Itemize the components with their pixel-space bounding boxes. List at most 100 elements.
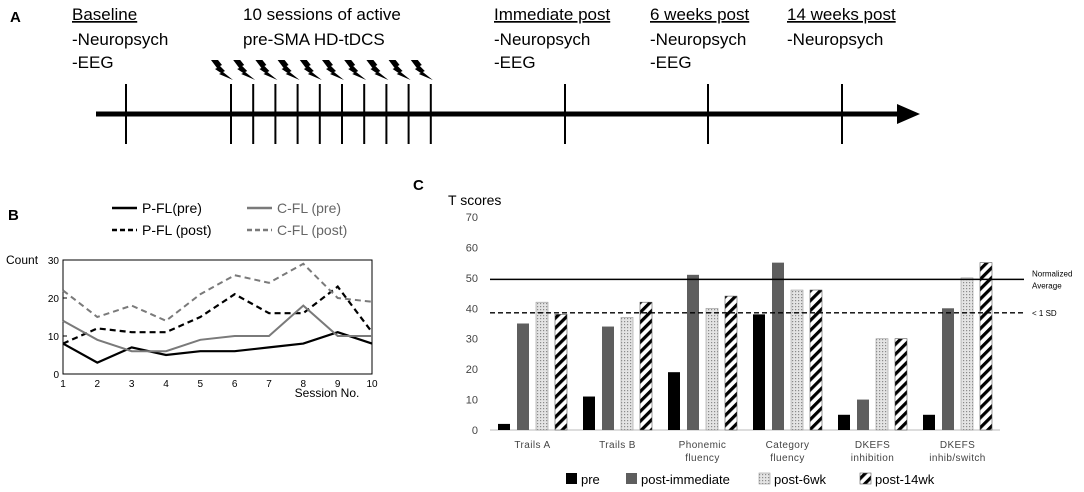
y-tick-label: 70 [466, 212, 478, 224]
bar [753, 314, 765, 430]
bar [857, 399, 869, 430]
bar [639, 301, 653, 431]
y-tick-label: 0 [472, 425, 478, 437]
bar [554, 314, 568, 431]
x-tick-label: 2 [95, 379, 101, 390]
bar [535, 301, 549, 431]
category-label: fluency [770, 453, 805, 464]
category-label: DKEFS [855, 440, 890, 451]
bar [875, 338, 889, 431]
panel-b-label: B [8, 207, 19, 224]
bar [838, 414, 850, 430]
timepoint-title: 6 weeks post [650, 5, 749, 24]
x-axis-label: Session No. [295, 386, 360, 400]
reference-line-label: Normalized [1032, 269, 1072, 278]
timepoint-measure: -Neuropsych [650, 30, 746, 49]
x-tick-label: 4 [163, 379, 169, 390]
timepoint-measure: -Neuropsych [72, 30, 168, 49]
y-axis-label: Count [6, 253, 39, 267]
t-score-bar-chart: T scores 0 10 20 30 40 50 60 70 Trails A Trails B P… [448, 192, 1072, 487]
x-tick-label: 5 [198, 379, 204, 390]
y-tick-label: 50 [466, 273, 478, 285]
y-tick-label: 10 [48, 332, 60, 343]
bar [724, 295, 738, 431]
bar [942, 308, 954, 430]
y-tick-label: 40 [466, 303, 478, 315]
legend-label: post-14wk [875, 472, 935, 487]
y-tick-label: 30 [48, 256, 60, 267]
session-count-line-chart: P-FL(pre) C-FL (pre) P-FL (post) C-FL (post… [6, 200, 378, 400]
legend-swatch [626, 473, 637, 484]
bar [583, 396, 595, 430]
panel-a-label: A [10, 9, 21, 26]
x-tick-label: 1 [60, 379, 66, 390]
series-line [62, 285, 373, 345]
legend-label: post-6wk [774, 472, 827, 487]
timepoint-measure: -EEG [494, 53, 536, 72]
category-label: fluency [685, 453, 720, 464]
bar [498, 423, 510, 430]
lightning-bolt-icon [277, 60, 300, 80]
chart-title: T scores [448, 192, 501, 208]
x-tick-label: 7 [266, 379, 272, 390]
timepoint-measure: -Neuropsych [787, 30, 883, 49]
bar [979, 262, 993, 431]
bar [894, 338, 908, 431]
plot-frame [62, 259, 373, 375]
bar [687, 274, 699, 430]
timepoint-title: 10 sessions of active [243, 5, 401, 24]
legend-label: post-immediate [641, 472, 730, 487]
bar [517, 323, 529, 430]
x-tick-label: 8 [301, 379, 307, 390]
x-tick-label: 3 [129, 379, 135, 390]
lightning-bolt-icon [255, 60, 278, 80]
legend-swatch [566, 473, 577, 484]
timepoint-measure: pre-SMA HD-tDCS [243, 30, 385, 49]
bar [705, 307, 719, 431]
category-label: Trails A [514, 440, 550, 451]
lightning-bolt-icon [388, 60, 411, 80]
legend-swatch [758, 472, 771, 485]
x-tick-label: 6 [232, 379, 238, 390]
bar [923, 414, 935, 430]
x-tick-label: 9 [335, 379, 341, 390]
series-line [62, 331, 373, 364]
timepoint-title: Baseline [72, 5, 137, 24]
legend-label: P-FL(pre) [142, 200, 202, 216]
lightning-bolt-icon [233, 60, 256, 80]
timepoint-measure: -EEG [650, 53, 692, 72]
legend-label: P-FL (post) [142, 222, 212, 238]
timepoint-measure: -Neuropsych [494, 30, 590, 49]
category-label: inhibition [851, 453, 894, 464]
x-tick-label: 10 [366, 379, 378, 390]
category-label: DKEFS [940, 440, 975, 451]
bar [960, 277, 974, 431]
timepoint-measure: -EEG [72, 53, 114, 72]
lightning-bolt-icon [322, 60, 344, 80]
lightning-bolt-icon [410, 60, 433, 80]
timepoint-title: Immediate post [494, 5, 610, 24]
category-label: inhib/switch [929, 453, 986, 464]
bar [620, 317, 634, 431]
category-label: Phonemic [679, 440, 727, 451]
legend-label: C-FL (pre) [277, 200, 341, 216]
y-tick-label: 30 [466, 334, 478, 346]
series-line [62, 304, 372, 353]
bar [809, 289, 823, 431]
timepoint-title: 14 weeks post [787, 5, 896, 24]
lightning-bolt-icon [366, 60, 389, 80]
lightning-bolt-icon [344, 60, 367, 80]
bar [790, 289, 804, 431]
timeline-panel: Baseline -Neuropsych -EEG 10 sessions of ac… [72, 5, 920, 144]
bar [602, 326, 614, 430]
y-tick-label: 0 [53, 370, 59, 381]
panel-c-label: C [413, 177, 424, 194]
y-tick-label: 10 [466, 395, 478, 407]
legend-label: pre [581, 472, 600, 487]
y-tick-label: 20 [466, 364, 478, 376]
category-label: Category [766, 440, 810, 451]
lightning-bolt-icon [299, 60, 322, 80]
reference-line-label: Average [1032, 281, 1062, 290]
legend-swatch [859, 472, 872, 485]
